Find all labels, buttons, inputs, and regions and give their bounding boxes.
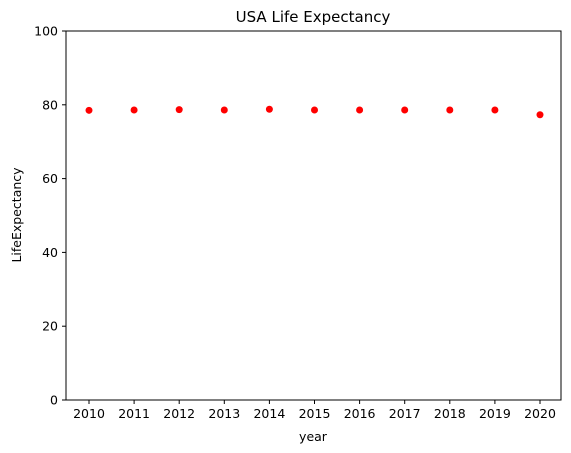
data-point	[536, 111, 544, 119]
y-axis: 0 20 40 60 80 100	[34, 24, 66, 408]
x-tick-label: 2020	[524, 406, 556, 421]
data-point	[175, 106, 183, 114]
y-tick-label: 40	[42, 245, 58, 260]
data-point	[220, 106, 228, 114]
data-point	[130, 106, 138, 114]
x-tick-label: 2016	[344, 406, 376, 421]
plot-area	[65, 30, 562, 401]
x-tick-label: 2017	[389, 406, 421, 421]
y-tick-label: 0	[50, 393, 58, 408]
data-point	[491, 106, 499, 114]
data-point	[85, 106, 93, 114]
data-points	[85, 105, 544, 119]
x-tick-label: 2010	[73, 406, 105, 421]
data-point	[265, 105, 273, 113]
x-tick-label: 2014	[253, 406, 285, 421]
x-axis-label: year	[299, 429, 328, 444]
x-tick-label: 2015	[299, 406, 331, 421]
x-tick-label: 2012	[163, 406, 195, 421]
x-tick-label: 2011	[118, 406, 150, 421]
data-point	[356, 106, 364, 114]
data-point	[446, 106, 454, 114]
data-point	[311, 106, 318, 114]
x-tick-label: 2019	[479, 406, 511, 421]
y-tick-label: 100	[34, 24, 58, 39]
x-tick-label: 2013	[208, 406, 240, 421]
y-axis-label: LifeExpectancy	[9, 167, 24, 263]
x-tick-label: 2018	[434, 406, 466, 421]
y-tick-label: 80	[42, 97, 58, 112]
y-tick-label: 60	[42, 171, 58, 186]
y-tick-label: 20	[42, 319, 58, 334]
chart-title: USA Life Expectancy	[236, 8, 391, 26]
data-point	[401, 106, 409, 114]
x-axis: 2010 2011 2012 2013 2014 2015 2016 2017 2018 2019…	[73, 400, 556, 421]
